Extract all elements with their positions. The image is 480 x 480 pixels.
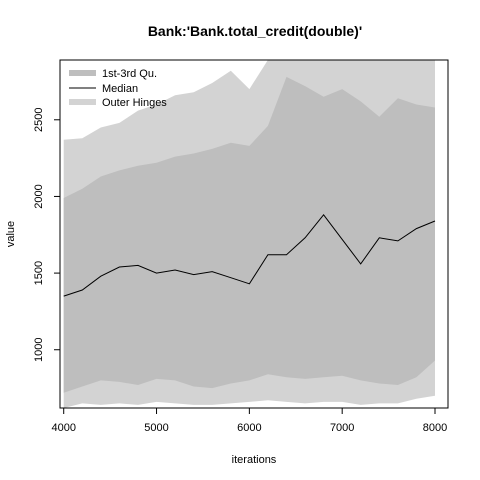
- legend: 1st-3rd Qu. Median Outer Hinges: [69, 68, 167, 109]
- x-tick-label: 5000: [144, 422, 168, 434]
- y-tick-label: 2000: [33, 184, 45, 208]
- x-tick-label: 4000: [51, 422, 75, 434]
- x-tick-label: 7000: [330, 422, 354, 434]
- chart-title: Bank:'Bank.total_credit(double)': [148, 23, 362, 39]
- y-tick-label: 2500: [33, 108, 45, 132]
- y-axis-label: value: [5, 221, 17, 247]
- quartile-band: [63, 76, 435, 393]
- legend-label-outer: Outer Hinges: [102, 97, 167, 109]
- x-tick-label: 6000: [237, 422, 261, 434]
- legend-label-quartile: 1st-3rd Qu.: [102, 68, 157, 80]
- median-line: [63, 213, 436, 297]
- x-axis-label: iterations: [232, 454, 277, 466]
- x-axis: 4000 5000 6000 7000 8000: [51, 407, 447, 434]
- y-axis: 1000 1500 2000 2500: [33, 108, 61, 362]
- y-tick-label: 1500: [33, 261, 45, 285]
- legend-label-median: Median: [102, 83, 138, 95]
- y-tick-label: 1000: [33, 338, 45, 362]
- x-tick-label: 8000: [423, 422, 447, 434]
- plot-area: [63, 60, 436, 408]
